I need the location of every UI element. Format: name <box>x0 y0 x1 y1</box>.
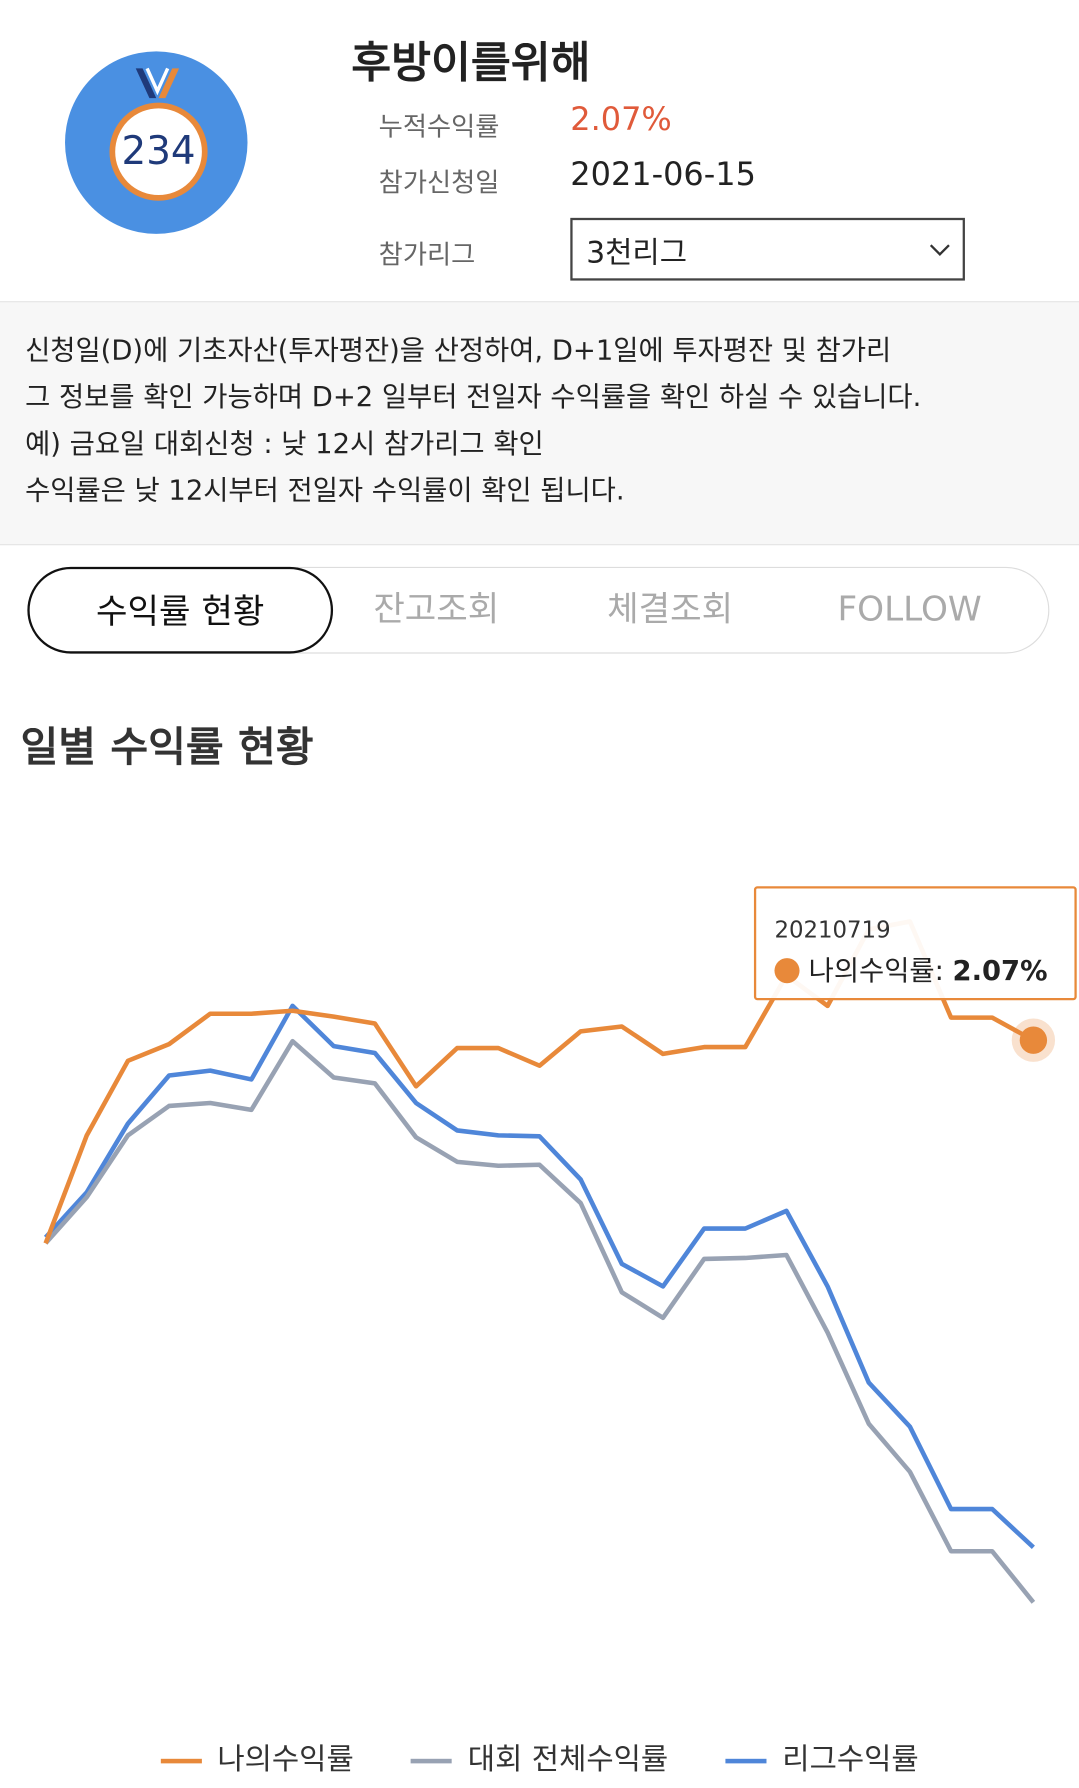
legend-item[interactable]: 리그수익률 <box>725 1736 919 1778</box>
legend-swatch <box>410 1758 452 1763</box>
highlight-point <box>1019 1026 1048 1054</box>
legend-item[interactable]: 나의수익률 <box>160 1736 354 1778</box>
field-label: 참가리그 <box>378 240 476 271</box>
series-line <box>43 1038 1036 1604</box>
legend-label: 리그수익률 <box>782 1742 919 1778</box>
chevron <box>929 244 950 256</box>
tooltip-value: 2.07% <box>952 954 1048 987</box>
legend: 나의수익률 대회 전체수익률 리그수익률 <box>0 1736 1079 1778</box>
notice-line: 신청일(D)에 기초자산(투자평잔)을 산정하여, D+1일에 투자평잔 및 참… <box>25 334 892 367</box>
rank-badge: 234 <box>109 102 208 201</box>
select-text: 3천리그 <box>586 236 687 271</box>
notice-line: 그 정보를 확인 가능하며 D+2 일부터 전일자 수익률을 확인 하실 수 있… <box>25 380 922 413</box>
tooltip-label: 나의수익률: <box>808 954 944 987</box>
ribbon <box>135 67 180 99</box>
legend-item[interactable]: 대회 전체수익률 <box>410 1736 669 1778</box>
series-line <box>43 1003 1035 1550</box>
tab[interactable]: 수익률 현황 <box>27 566 334 654</box>
tooltip-dot <box>774 958 800 984</box>
tooltip: 20210719 나의수익률: 2.07% <box>753 886 1077 1001</box>
field-label: 누적수익률 <box>378 112 500 143</box>
notice: 신청일(D)에 기초자산(투자평잔)을 산정하여, D+1일에 투자평잔 및 참… <box>0 301 1079 546</box>
legend-swatch <box>725 1758 767 1763</box>
notice-line: 예) 금요일 대회신청 : 낮 12시 참가리그 확인 <box>25 427 544 460</box>
field-label: 참가신청일 <box>378 168 500 199</box>
legend-swatch <box>160 1758 202 1763</box>
line-chart <box>43 919 1056 1604</box>
legend-label: 대회 전체수익률 <box>467 1742 669 1778</box>
tooltip-date: 20210719 <box>774 915 891 944</box>
league-select[interactable]: 3천리그 <box>570 217 965 281</box>
field-value: 2021-06-15 <box>570 155 756 193</box>
tab[interactable]: FOLLOW <box>837 589 982 630</box>
field-value: 2.07% <box>570 100 672 139</box>
tab[interactable]: 잔고조회 <box>373 589 500 630</box>
user-name: 후방이를위해 <box>351 37 591 88</box>
section-title: 일별 수익률 현황 <box>20 724 314 772</box>
tooltip-row: 나의수익률: 2.07% <box>774 948 1056 988</box>
legend-label: 나의수익률 <box>217 1742 354 1778</box>
notice-line: 수익률은 낮 12시부터 전일자 수익률이 확인 됩니다. <box>25 474 625 507</box>
tab[interactable]: 체결조회 <box>607 589 734 630</box>
